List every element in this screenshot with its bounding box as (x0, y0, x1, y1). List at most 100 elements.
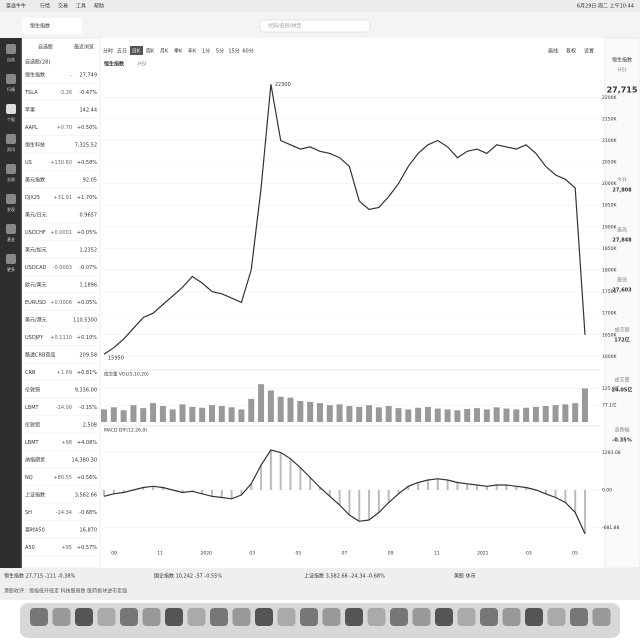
menu-item[interactable]: 工具 (76, 4, 86, 10)
tab[interactable] (22, 18, 82, 34)
chart-tool[interactable]: 画线 (548, 48, 558, 55)
info-label: 成交额 (614, 327, 629, 334)
stock-name[interactable]: TSLA (24, 90, 38, 96)
stock-name[interactable]: DJX25 (25, 195, 40, 201)
dock-icon[interactable] (592, 608, 611, 626)
volume-bar (326, 405, 333, 422)
dock-icon[interactable] (435, 608, 453, 626)
info-label: 今开 (617, 177, 627, 184)
sidebar-icon[interactable] (6, 74, 16, 84)
stock-name[interactable]: LBMT (25, 440, 40, 446)
stock-name[interactable]: 恒生指数 (25, 72, 45, 79)
period-button[interactable]: 分时 (103, 48, 113, 55)
sidebar-icon[interactable] (6, 194, 16, 204)
chart-tool[interactable]: 复权 (566, 48, 576, 55)
stock-name[interactable]: 美元/港元 (25, 317, 47, 324)
stock-name[interactable]: LBMT (25, 405, 40, 411)
dock-icon[interactable] (502, 608, 521, 626)
menu-item[interactable]: 交易 (58, 3, 68, 10)
period-button[interactable]: 周K (146, 49, 155, 55)
sidebar-icon[interactable] (6, 164, 16, 174)
stock-name[interactable]: 伦敦铜 (25, 387, 40, 394)
sidebar-icon[interactable] (6, 254, 16, 264)
chart-tool[interactable]: 设置 (584, 48, 594, 55)
dock-icon[interactable] (75, 608, 93, 626)
volume-bar (208, 405, 215, 422)
stock-name[interactable]: USDCHF (25, 230, 46, 236)
stock-name[interactable]: 富时A50 (25, 527, 45, 534)
stock-name[interactable]: 美元/加元 (25, 247, 47, 254)
stock-name[interactable]: USDJPY (25, 335, 44, 341)
info-label: 成交量 (614, 377, 629, 384)
dock-icon[interactable] (570, 608, 588, 626)
stock-name[interactable]: 苹果 (25, 107, 35, 114)
stock-name[interactable]: US (25, 160, 32, 166)
dock-icon[interactable] (367, 608, 386, 626)
dock-icon[interactable] (547, 608, 566, 626)
dock-icon[interactable] (480, 608, 498, 626)
sidebar-icon[interactable] (6, 134, 16, 144)
app-name: 富途牛牛 (6, 3, 26, 10)
menu-item[interactable]: 帮助 (94, 3, 104, 10)
dock-icon[interactable] (390, 608, 408, 626)
watchlist-tab[interactable]: 自选股 (38, 44, 53, 51)
period-button[interactable]: 月K (160, 49, 169, 55)
chart-title: 恒生指数 (104, 61, 125, 68)
stock-name[interactable]: 路透CRB商品 (25, 352, 55, 359)
dock-icon[interactable] (525, 608, 543, 626)
stock-name[interactable]: NQ (25, 475, 33, 481)
sidebar-icon[interactable] (6, 44, 16, 54)
dock-icon[interactable] (120, 608, 138, 626)
sidebar-icon[interactable] (6, 104, 16, 114)
period-button[interactable]: 年K (188, 48, 197, 55)
stock-name[interactable]: AAPL (25, 125, 38, 131)
dock-icon[interactable] (322, 608, 341, 626)
dock-icon[interactable] (412, 608, 431, 626)
y-tick-label: 125.6亿 (602, 385, 620, 392)
dock-icon[interactable] (165, 608, 183, 626)
dock-icon[interactable] (52, 608, 71, 626)
dock-icon[interactable] (30, 608, 48, 626)
stock-name[interactable]: SH (25, 510, 32, 516)
info-price: 27,715 (607, 86, 638, 95)
menu-item[interactable]: 行情 (40, 3, 50, 10)
dock-icon[interactable] (210, 608, 228, 626)
stock-name[interactable]: 上证指数 (25, 492, 45, 499)
period-button[interactable]: 5分 (216, 48, 224, 55)
stock-name[interactable]: 美元/日元 (25, 212, 47, 219)
stock-change: +0.1110 (50, 335, 72, 341)
dock-icon[interactable] (187, 608, 206, 626)
y-tick-label: 2200K (602, 95, 617, 101)
dock-icon[interactable] (232, 608, 251, 626)
stock-name[interactable]: EURUSD (25, 300, 46, 306)
period-button[interactable]: 五日 (117, 49, 127, 55)
x-tick-label: 03 (526, 551, 532, 557)
period-button[interactable]: 1分 (202, 48, 210, 55)
status-bar (0, 568, 640, 600)
dock-icon[interactable] (255, 608, 273, 626)
period-button[interactable]: 60分 (242, 48, 253, 55)
stock-name[interactable]: CRB (25, 370, 36, 376)
stock-name[interactable]: 纳指期货 (25, 457, 45, 464)
stock-name[interactable]: USDCAD (25, 265, 47, 271)
dock-icon[interactable] (300, 608, 318, 626)
volume-bar (572, 403, 579, 422)
stock-name[interactable]: 恒生科技 (25, 142, 45, 149)
dock-icon[interactable] (142, 608, 161, 626)
period-button[interactable]: 日K (132, 49, 141, 55)
sidebar-icon[interactable] (6, 224, 16, 234)
stock-name[interactable]: 欧元/美元 (25, 282, 47, 289)
volume-bar (228, 407, 235, 422)
search-box[interactable] (259, 19, 371, 33)
dock-icon[interactable] (277, 608, 296, 626)
watchlist-tab[interactable]: 最近浏览 (74, 44, 94, 51)
period-button[interactable]: 季K (174, 48, 183, 55)
stock-name[interactable]: A50 (25, 545, 35, 551)
stock-name[interactable]: 美元指数 (25, 177, 45, 184)
dock-icon[interactable] (345, 608, 363, 626)
dock-icon[interactable] (457, 608, 476, 626)
info-value: 24.05亿 (612, 387, 633, 394)
stock-name[interactable]: 伦敦铝 (25, 422, 40, 429)
period-button[interactable]: 15分 (228, 48, 239, 55)
dock-icon[interactable] (97, 608, 116, 626)
